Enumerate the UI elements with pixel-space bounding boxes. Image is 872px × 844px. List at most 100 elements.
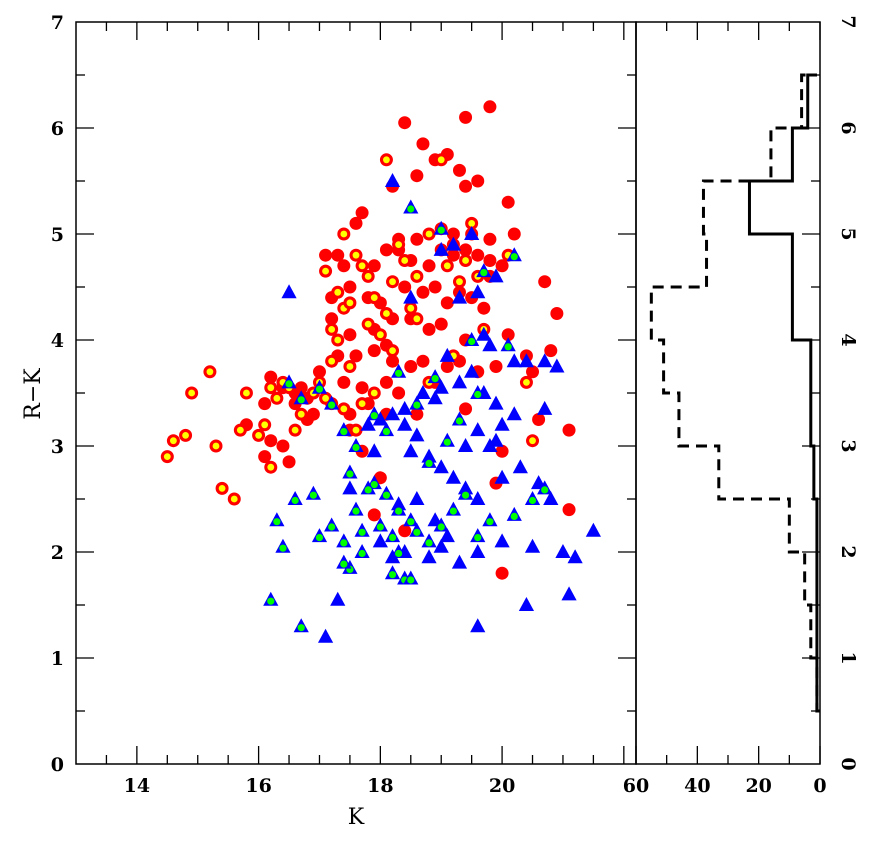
blue-triangle-point [451, 289, 468, 304]
histogram-dashed-line [649, 73, 820, 713]
green-center-triangle-point [476, 263, 492, 278]
yellow-center-point [166, 434, 180, 448]
green-center-triangle-point [354, 522, 370, 537]
red-circle-point [538, 275, 552, 289]
y-tick-label: 4 [51, 330, 64, 352]
y-tick-label: 6 [51, 118, 64, 140]
hist-y-tick-label: 2 [837, 545, 859, 558]
yellow-center-point [367, 386, 381, 400]
yellow-center-point [465, 216, 479, 230]
blue-triangle-point [470, 618, 486, 633]
green-center-triangle-point [427, 369, 443, 384]
red-circle-point [379, 243, 393, 257]
red-circle-point [355, 206, 369, 220]
red-circle-point [446, 227, 460, 241]
red-circle-point [367, 508, 381, 522]
green-center-triangle-point [360, 480, 376, 495]
green-center-triangle-point [433, 517, 449, 532]
green-center-triangle-point [524, 491, 541, 505]
blue-triangle-point [518, 353, 535, 368]
blue-triangle-point [384, 406, 401, 421]
red-circle-point [459, 402, 473, 416]
blue-triangle-point [397, 400, 413, 415]
yellow-center-point [325, 354, 339, 368]
histogram-axes: 60 40 20 00 1 2 3 4 5 6 7 [623, 15, 859, 797]
yellow-center-point [398, 254, 412, 267]
green-center-triangle-point [470, 385, 486, 399]
red-circle-point [428, 280, 442, 294]
red-circle-point [422, 322, 436, 336]
green-center-triangle-point [451, 411, 468, 426]
blue-triangle-point [555, 544, 571, 558]
red-circle-point [282, 455, 296, 469]
blue-triangle-point [488, 395, 504, 410]
red-circle-point [422, 259, 436, 273]
red-circle-point [526, 365, 540, 379]
red-circle-point [562, 503, 576, 517]
blue-triangle-point [433, 241, 449, 256]
yellow-center-point [337, 227, 351, 241]
blue-triangle-point [409, 491, 425, 505]
red-circle-point [416, 285, 430, 299]
red-circle-point [495, 259, 509, 273]
red-circle-point [349, 216, 363, 230]
blue-triangle-point [372, 533, 388, 548]
yellow-center-point [252, 428, 266, 442]
blue-triangle-point [561, 586, 577, 601]
blue-triangle-point [470, 491, 486, 505]
histogram-solid-line [747, 73, 820, 713]
red-circle-point [331, 248, 345, 262]
green-center-triangle-point [281, 374, 297, 389]
blue-triangle-point [488, 432, 504, 447]
yellow-center-point [440, 259, 454, 273]
yellow-center-point [379, 153, 393, 167]
green-center-triangle-point [336, 422, 352, 437]
yellow-center-point [258, 418, 272, 432]
red-circle-point [495, 444, 509, 458]
red-circle-point [398, 280, 412, 294]
blue-triangle-point [518, 597, 535, 611]
blue-triangle-point [567, 549, 583, 564]
green-center-triangle-point [378, 422, 395, 437]
green-center-triangle-point [348, 438, 364, 452]
yellow-center-point [410, 269, 424, 283]
yellow-center-point [337, 402, 351, 416]
y-tick-label: 5 [51, 224, 64, 246]
red-circle-point [459, 179, 473, 193]
blue-triangle-point [464, 363, 480, 378]
red-circle-point [416, 137, 430, 151]
blue-triangle-point [384, 173, 401, 187]
blue-triangle-point [403, 443, 419, 458]
scatter-frame [75, 21, 637, 765]
green-center-triangle-point [409, 395, 425, 410]
yellow-center-point [459, 254, 473, 267]
x-tick-label: 20 [489, 775, 515, 797]
blue-triangle-point [415, 385, 431, 399]
red-circle-point [507, 227, 521, 241]
yellow-center-point [355, 259, 369, 273]
blue-triangle-point [585, 522, 601, 537]
green-center-triangle-point [506, 247, 522, 262]
blue-triangle-point [451, 554, 468, 569]
red-circle-point [367, 259, 381, 273]
blue-triangle-point [537, 353, 553, 368]
blue-triangle-point [482, 337, 498, 352]
yellow-center-point [379, 307, 393, 320]
yellow-center-point [209, 439, 223, 453]
red-circle-point [434, 317, 448, 331]
green-center-triangle-point [324, 395, 340, 410]
yellow-center-point [288, 423, 302, 437]
red-circle-point [379, 375, 393, 389]
yellow-center-point [434, 153, 448, 167]
red-circle-point [550, 307, 564, 320]
green-center-triangle-point [506, 506, 522, 521]
scatter-panel: 14 16 18 20 0 1 2 3 4 5 6 7 K R−K [21, 12, 637, 830]
green-center-triangle-point [342, 464, 358, 479]
red-circle-point [398, 116, 412, 130]
red-circle-point [495, 566, 509, 580]
blue-triangle-point [421, 549, 437, 564]
yellow-center-point [343, 296, 357, 310]
red-circle-point [452, 163, 466, 177]
green-center-triangle-point [324, 517, 340, 532]
